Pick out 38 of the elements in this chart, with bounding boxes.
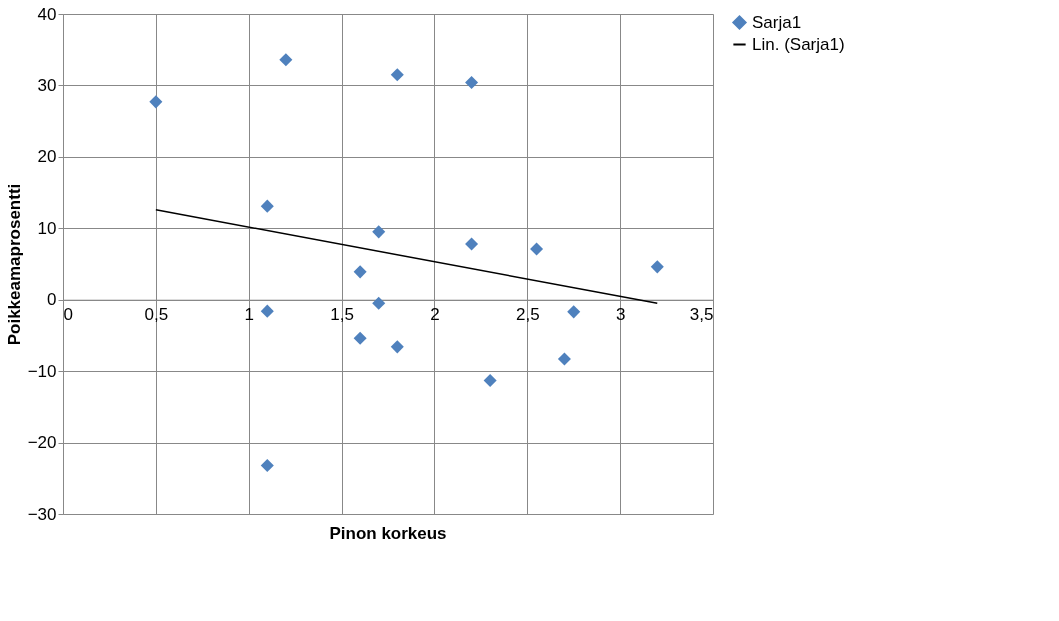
y-axis-title: Poikkeamaprosentti: [4, 183, 24, 346]
y-tick-label: −20: [27, 433, 57, 453]
point: [483, 373, 497, 387]
point: [353, 331, 367, 345]
point: [260, 199, 274, 213]
x-axis-title: Pinon korkeus: [329, 524, 447, 543]
legend-label: Sarja1: [752, 12, 802, 32]
point: [390, 340, 404, 354]
legend-label: Lin. (Sarja1): [752, 34, 845, 54]
x-tick-label: 0: [63, 305, 73, 325]
point: [465, 237, 479, 251]
point: [465, 76, 479, 90]
point: [372, 225, 386, 239]
point: [149, 95, 163, 109]
y-tick-label: 20: [37, 147, 57, 167]
point: [557, 352, 571, 366]
point: [260, 458, 274, 472]
y-tick-label: 0: [47, 290, 57, 310]
x-tick-label: 3,5: [689, 305, 714, 325]
x-tick-label: 1,5: [330, 305, 354, 325]
point: [530, 242, 544, 256]
x-tick-label: 1: [244, 305, 254, 325]
y-tick-label: 10: [37, 218, 57, 238]
x-tick-label: 3: [615, 305, 626, 325]
y-tick-label: −10: [27, 361, 57, 381]
x-tick-label: 2,5: [515, 305, 540, 325]
x-tick-label: 0,5: [144, 305, 169, 325]
x-tick-label: 2: [430, 305, 440, 325]
point: [372, 296, 386, 310]
point: [567, 305, 581, 319]
point: [650, 260, 664, 274]
point: [260, 304, 274, 318]
point: [279, 53, 293, 67]
y-tick-label: −30: [27, 504, 57, 524]
point: [353, 265, 367, 279]
y-tick-label: 40: [37, 4, 57, 24]
point: [390, 68, 404, 82]
y-tick-label: 30: [37, 75, 57, 95]
